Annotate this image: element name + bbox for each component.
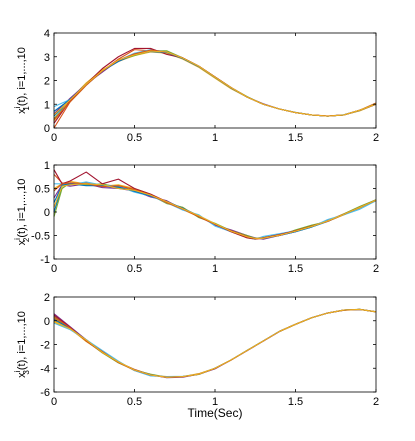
series-line-4 [53, 183, 377, 240]
series-line-9 [53, 182, 377, 240]
y-tick-label: -0.5 [31, 231, 50, 243]
x-tick-label: 0 [51, 132, 57, 144]
y-tick-label: -6 [40, 387, 50, 399]
x-tick-label: 0 [51, 263, 57, 275]
y-tick-label: -2 [40, 340, 50, 352]
axes-box [53, 32, 377, 129]
x-tick-label: 1.5 [288, 263, 303, 275]
series-line-8 [53, 308, 377, 378]
x-tick-label: 1.5 [288, 396, 303, 408]
series-line-6 [53, 49, 377, 117]
x-tick-label: 1 [212, 263, 218, 275]
series-line-7 [53, 47, 377, 124]
y-axis-label: xi2(t), i=1,...,10 [13, 179, 31, 246]
y-tick-label: 1 [44, 160, 50, 172]
y-tick-label: 4 [44, 28, 50, 40]
series-line-7 [53, 169, 377, 240]
x-tick-label: 2 [373, 396, 379, 408]
series-line-8 [53, 50, 377, 117]
series-line-3 [53, 51, 377, 122]
series-line-9 [53, 49, 377, 121]
y-axis-label: xi3(t), i=1,...,10 [13, 311, 31, 378]
series-line-5 [53, 50, 377, 119]
series-line-4 [53, 308, 377, 379]
x-tick-label: 2 [373, 132, 379, 144]
y-tick-label: 0 [44, 123, 50, 135]
series-line-1 [53, 308, 377, 378]
x-tick-label: 0.5 [127, 263, 142, 275]
x-tick-label: 1.5 [288, 132, 303, 144]
series-line-5 [53, 308, 377, 378]
x-tick-label: 0.5 [127, 396, 142, 408]
series-line-9 [53, 308, 377, 378]
chart-panel-1: 0 0.5 1 1.5 2 0 1 2 3 4 xi1(t), i=1,...,10 [13, 28, 379, 144]
series-line-10 [53, 50, 377, 117]
series-line-10 [53, 183, 377, 239]
chart-panel-3: 0 0.5 1 1.5 2 -6 -4 -2 0 2 xi3(t), i=1,...,10 [13, 292, 379, 408]
x-axis-label: Time(Sec) [188, 406, 243, 420]
series-line-1 [53, 183, 377, 239]
series-line-10 [53, 308, 377, 378]
x-tick-label: 0.5 [127, 132, 142, 144]
y-tick-label: 0.5 [35, 184, 50, 196]
y-tick-label: -4 [40, 363, 50, 375]
y-axis-label: xi1(t), i=1,...,10 [13, 47, 31, 114]
series-line-4 [53, 49, 377, 117]
series-line-5 [53, 182, 377, 239]
x-tick-label: 1 [212, 132, 218, 144]
y-tick-label: 0 [44, 316, 50, 328]
y-tick-label: 3 [44, 52, 50, 64]
axes-box [53, 296, 377, 393]
y-tick-label: 1 [44, 99, 50, 111]
series-line-8 [53, 183, 377, 239]
y-tick-label: -1 [40, 254, 50, 266]
x-tick-label: 1 [212, 396, 218, 408]
series-line-3 [53, 180, 377, 240]
chart-panel-2: 0 0.5 1 1.5 2 -1 -0.5 0 0.5 1 xi2(t), i=1,...,10 [13, 160, 379, 275]
y-tick-label: 2 [44, 76, 50, 88]
series-line-6 [53, 308, 377, 378]
series-line-6 [54, 181, 377, 240]
y-tick-label: 2 [44, 292, 50, 304]
y-tick-label: 0 [44, 207, 50, 219]
x-tick-label: 2 [373, 263, 379, 275]
series-line-3 [53, 308, 377, 378]
series-line-7 [53, 308, 377, 379]
axes-box [53, 164, 377, 260]
x-tick-label: 0 [51, 396, 57, 408]
series-line-2 [53, 308, 377, 378]
series-line-1 [53, 50, 377, 117]
